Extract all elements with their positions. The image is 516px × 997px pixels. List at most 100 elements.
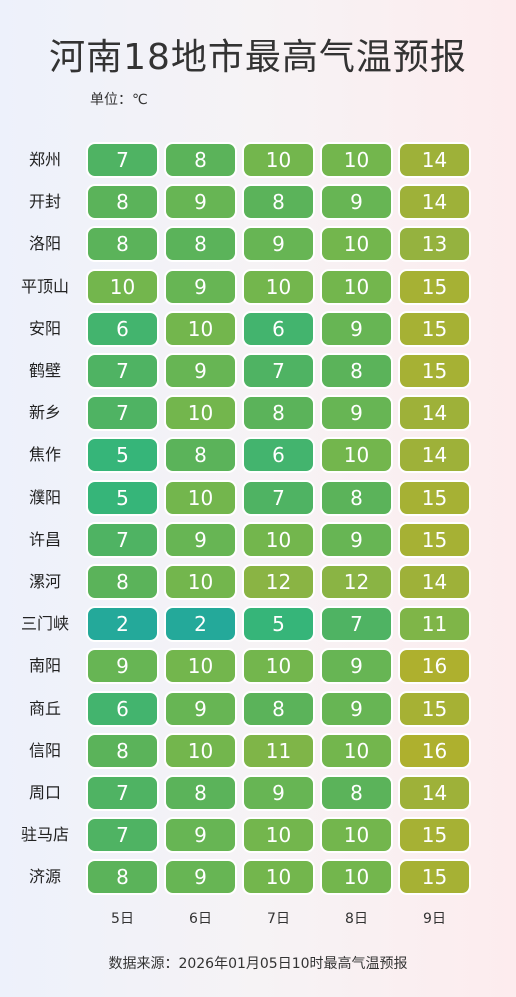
heatmap-cell: 8 bbox=[86, 226, 159, 263]
heatmap-cell: 10 bbox=[242, 817, 315, 854]
heatmap-cell: 15 bbox=[398, 353, 471, 389]
heatmap-cell: 9 bbox=[164, 859, 237, 896]
heatmap-cell: 8 bbox=[320, 353, 393, 389]
heatmap-cell: 11 bbox=[398, 606, 471, 643]
row-label: 济源 bbox=[28, 867, 61, 887]
heatmap-cell: 9 bbox=[320, 521, 393, 558]
heatmap-cell: 15 bbox=[398, 817, 471, 854]
heatmap-cell: 15 bbox=[398, 521, 471, 558]
heatmap-cell: 6 bbox=[242, 310, 315, 347]
heatmap-cell: 5 bbox=[242, 606, 315, 643]
unit-label: 单位：℃ bbox=[90, 92, 148, 108]
row-label: 三门峡 bbox=[20, 614, 69, 634]
heatmap-cell: 7 bbox=[86, 817, 159, 854]
heatmap-cell: 12 bbox=[242, 564, 315, 600]
heatmap-cell: 7 bbox=[86, 395, 159, 432]
heatmap-cell: 8 bbox=[164, 142, 237, 178]
row-label: 新乡 bbox=[28, 403, 61, 423]
heatmap-cell: 7 bbox=[86, 142, 159, 178]
heatmap-cell: 9 bbox=[242, 226, 315, 263]
heatmap-cell: 9 bbox=[164, 353, 237, 389]
heatmap-cell: 10 bbox=[164, 564, 237, 600]
heatmap-cell: 14 bbox=[398, 395, 471, 432]
heatmap-cell: 16 bbox=[398, 648, 471, 685]
heatmap-cell: 12 bbox=[320, 564, 393, 600]
heatmap-cell: 5 bbox=[86, 437, 159, 474]
row-label: 驻马店 bbox=[20, 825, 69, 845]
heatmap-cell: 10 bbox=[242, 142, 315, 178]
heatmap-cell: 7 bbox=[86, 353, 159, 389]
heatmap-cell: 9 bbox=[320, 310, 393, 347]
heatmap-cell: 10 bbox=[164, 310, 237, 347]
heatmap-cell: 14 bbox=[398, 142, 471, 178]
heatmap-cell: 8 bbox=[86, 859, 159, 896]
heatmap-cell: 8 bbox=[164, 437, 237, 474]
heatmap-cell: 10 bbox=[320, 268, 393, 305]
heatmap-cell: 14 bbox=[398, 184, 471, 221]
heatmap-cell: 10 bbox=[242, 859, 315, 896]
heatmap-cell: 8 bbox=[242, 690, 315, 727]
heatmap-cell: 9 bbox=[164, 184, 237, 221]
heatmap-cell: 10 bbox=[164, 479, 237, 516]
heatmap-cell: 10 bbox=[320, 142, 393, 178]
column-label: 9日 bbox=[423, 910, 446, 927]
heatmap-cell: 9 bbox=[242, 775, 315, 811]
column-label: 8日 bbox=[345, 910, 368, 927]
heatmap-cell: 10 bbox=[320, 732, 393, 769]
row-label: 信阳 bbox=[28, 740, 61, 760]
heatmap-cell: 10 bbox=[242, 648, 315, 685]
heatmap-cell: 8 bbox=[86, 732, 159, 769]
heatmap-cell: 15 bbox=[398, 859, 471, 896]
heatmap-cell: 2 bbox=[86, 606, 159, 643]
heatmap-cell: 10 bbox=[242, 268, 315, 305]
heatmap-cell: 15 bbox=[398, 268, 471, 305]
row-label: 安阳 bbox=[28, 318, 61, 338]
heatmap-cell: 8 bbox=[86, 184, 159, 221]
heatmap-cell: 7 bbox=[86, 775, 159, 811]
heatmap-cell: 10 bbox=[164, 648, 237, 685]
heatmap-cell: 15 bbox=[398, 310, 471, 347]
heatmap-cell: 10 bbox=[164, 732, 237, 769]
heatmap-cell: 9 bbox=[164, 521, 237, 558]
heatmap-cell: 9 bbox=[164, 268, 237, 305]
heatmap-cell: 11 bbox=[242, 732, 315, 769]
heatmap-cell: 9 bbox=[320, 184, 393, 221]
heatmap-cell: 5 bbox=[86, 479, 159, 516]
heatmap-cell: 8 bbox=[320, 479, 393, 516]
heatmap-cell: 10 bbox=[86, 268, 159, 305]
row-label: 周口 bbox=[28, 783, 61, 802]
data-source: 数据来源：2026年01月05日10时最高气温预报 bbox=[108, 956, 408, 972]
heatmap-cell: 8 bbox=[242, 395, 315, 432]
heatmap-cell: 7 bbox=[242, 353, 315, 389]
column-label: 5日 bbox=[111, 910, 134, 927]
row-label: 许昌 bbox=[28, 529, 61, 549]
heatmap-cell: 8 bbox=[164, 775, 237, 811]
heatmap-cell: 9 bbox=[164, 690, 237, 727]
row-label: 濮阳 bbox=[28, 487, 61, 507]
chart-title: 河南18地市最高气温预报 bbox=[49, 37, 467, 78]
heatmap-cell: 6 bbox=[86, 310, 159, 347]
heatmap-cell: 9 bbox=[86, 648, 159, 685]
heatmap-cell: 14 bbox=[398, 775, 471, 811]
heatmap-cell: 7 bbox=[320, 606, 393, 643]
row-label: 洛阳 bbox=[28, 234, 61, 254]
heatmap-cell: 9 bbox=[320, 648, 393, 685]
heatmap-cell: 15 bbox=[398, 690, 471, 727]
row-label: 开封 bbox=[28, 192, 61, 212]
row-label: 商丘 bbox=[28, 698, 61, 718]
heatmap-cell: 10 bbox=[320, 817, 393, 854]
heatmap-cell: 13 bbox=[398, 226, 471, 263]
row-label: 郑州 bbox=[28, 150, 61, 169]
heatmap-cell: 8 bbox=[86, 564, 159, 600]
row-label: 平顶山 bbox=[20, 276, 69, 296]
row-label: 漯河 bbox=[28, 572, 61, 591]
heatmap-cell: 9 bbox=[164, 817, 237, 854]
heatmap-cell: 8 bbox=[242, 184, 315, 221]
heatmap-cell: 14 bbox=[398, 564, 471, 600]
heatmap-cell: 6 bbox=[86, 690, 159, 727]
heatmap-cell: 10 bbox=[164, 395, 237, 432]
row-label: 鹤壁 bbox=[28, 361, 61, 380]
heatmap-cell: 15 bbox=[398, 479, 471, 516]
heatmap-cell: 9 bbox=[320, 395, 393, 432]
heatmap-cell: 16 bbox=[398, 732, 471, 769]
